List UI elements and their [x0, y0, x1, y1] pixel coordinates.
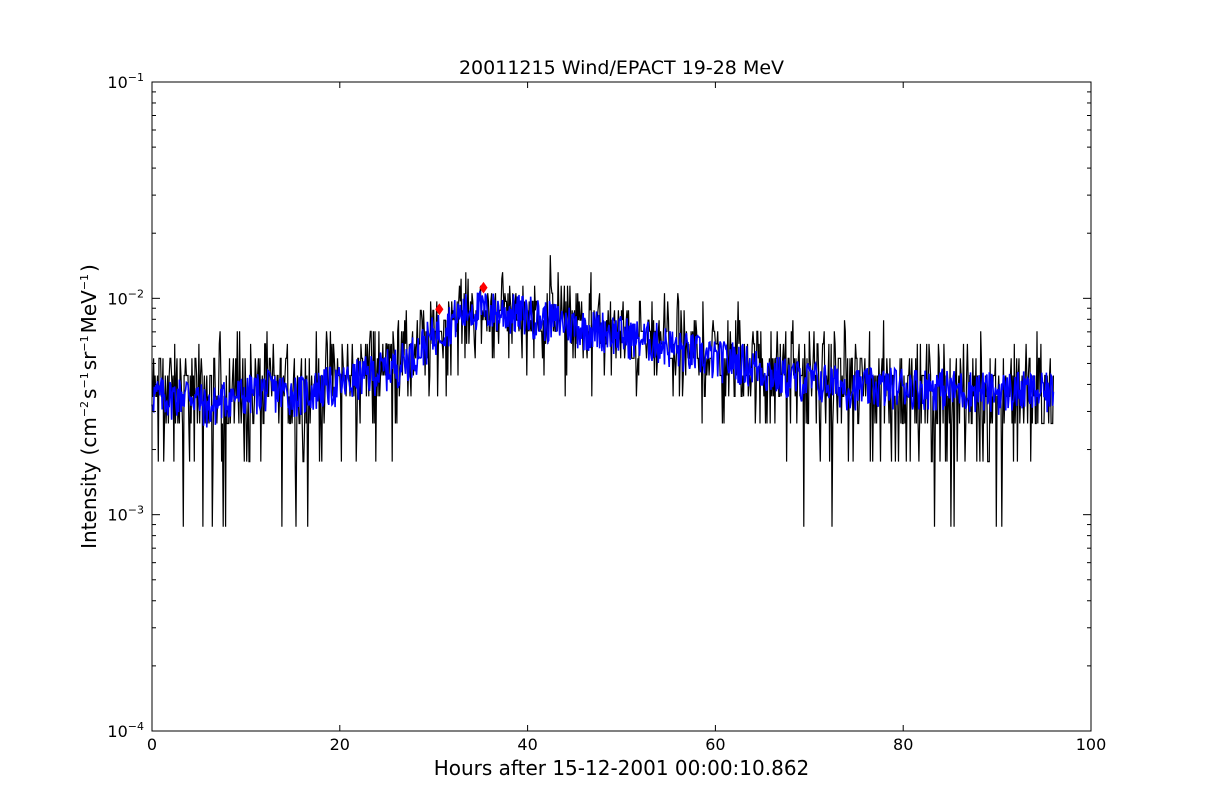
- x-tick-label: 20: [330, 735, 350, 754]
- y-tick-label: 10−4: [107, 720, 144, 741]
- marker-point-1: [435, 303, 444, 316]
- x-tick-label: 60: [705, 735, 725, 754]
- chart-title: 20011215 Wind/EPACT 19-28 MeV: [459, 57, 784, 79]
- x-tick-label: 40: [517, 735, 537, 754]
- y-tick-label: 10−1: [107, 71, 144, 92]
- y-tick-label: 10−2: [107, 287, 144, 308]
- series-smoothed-line: [151, 291, 1055, 428]
- plot-area: [151, 81, 1092, 732]
- x-tick-label: 80: [893, 735, 913, 754]
- y-tick-label: 10−3: [107, 504, 144, 525]
- x-tick-label: 100: [1076, 735, 1107, 754]
- x-tick-label: 0: [147, 735, 157, 754]
- marker-point-2: [479, 281, 488, 294]
- y-axis-label: Intensity (cm−2s−1sr−1MeV−1): [77, 264, 101, 549]
- x-axis-label: Hours after 15-12-2001 00:00:10.862: [434, 756, 810, 780]
